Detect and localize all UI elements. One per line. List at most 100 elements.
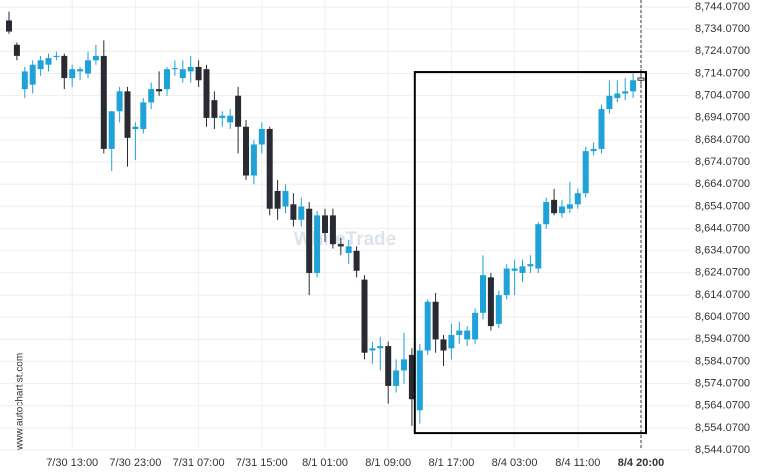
x-tick-label: 8/1 17:00: [428, 457, 474, 469]
candle-body: [37, 60, 44, 70]
y-tick-label: 8,554.0700: [695, 422, 750, 434]
candle-body: [266, 128, 273, 209]
y-tick-label: 8,694.0700: [695, 112, 750, 124]
candle-body: [100, 55, 107, 149]
y-tick-label: 8,714.0700: [695, 67, 750, 79]
x-tick-label: 8/4 11:00: [555, 457, 600, 469]
candle-body: [337, 244, 344, 247]
x-tick-label: 8/1 09:00: [365, 457, 411, 469]
candle-body: [511, 268, 518, 271]
y-tick-label: 8,634.0700: [695, 245, 750, 257]
candle-body: [361, 279, 368, 353]
candle-body: [464, 330, 471, 340]
y-tick-label: 8,684.0700: [695, 134, 750, 146]
candle-body: [527, 264, 534, 267]
y-tick-label: 8,604.0700: [695, 311, 750, 323]
candle-body: [227, 115, 234, 123]
candle-body: [630, 80, 637, 92]
candle-body: [148, 89, 155, 103]
candle-body: [472, 312, 479, 340]
candle-body: [480, 275, 486, 313]
candle-body: [590, 148, 597, 152]
candle-body: [559, 206, 565, 214]
x-tick-label: 7/31 15:00: [236, 457, 288, 469]
candle-body: [219, 115, 226, 118]
y-tick-label: 8,724.0700: [695, 45, 750, 57]
y-tick-label: 8,704.0700: [695, 90, 750, 102]
y-tick-label: 8,674.0700: [695, 156, 750, 168]
x-tick-label: 8/4 03:00: [492, 457, 538, 469]
candle-body: [519, 266, 526, 273]
candle-body: [108, 111, 115, 149]
candle-body: [606, 95, 613, 110]
candle-body: [29, 64, 36, 85]
y-tick-label: 8,574.0700: [695, 377, 750, 389]
candle-body: [274, 191, 281, 209]
x-tick-label: 7/31 07:00: [173, 457, 225, 469]
candle-body: [440, 339, 447, 351]
x-tick-label: 8/4 20:00: [618, 457, 664, 469]
y-tick-label: 8,664.0700: [695, 178, 750, 190]
candle-body: [282, 191, 289, 207]
candle-body: [448, 334, 455, 349]
candle-body: [211, 100, 218, 118]
candle-body: [322, 215, 328, 234]
candle-body: [424, 301, 431, 351]
candle-body: [171, 68, 178, 70]
candle-body: [250, 144, 257, 176]
candle-body: [203, 69, 210, 118]
y-tick-label: 8,734.0700: [695, 23, 750, 35]
pattern-box: [413, 71, 647, 435]
candle-body: [416, 350, 423, 411]
candle-body: [566, 204, 573, 209]
candle-body: [164, 69, 170, 90]
candle-body: [124, 91, 131, 138]
candle-body: [306, 208, 313, 273]
candle-body: [401, 359, 407, 371]
candle-body: [495, 295, 502, 324]
candle-body: [243, 126, 249, 176]
candle-body: [235, 95, 242, 127]
y-tick-label: 8,584.0700: [695, 355, 750, 367]
candle-body: [345, 246, 352, 254]
candle-body: [156, 89, 163, 92]
candle-body: [487, 277, 494, 327]
candle-body: [61, 55, 68, 79]
candle-body: [290, 204, 297, 220]
candle-body: [456, 330, 463, 335]
y-tick-label: 8,654.0700: [695, 200, 750, 212]
x-tick-label: 7/30 13:00: [46, 457, 98, 469]
candle-body: [535, 224, 542, 269]
candle-body: [582, 151, 589, 194]
candle-body: [432, 301, 439, 340]
candle-body: [614, 93, 621, 98]
candle-body: [314, 215, 321, 273]
candle-body: [353, 250, 360, 271]
candle-body: [92, 55, 99, 61]
candle-body: [377, 346, 384, 349]
candle-body: [551, 199, 558, 214]
candle-body: [195, 66, 202, 81]
y-tick-label: 8,644.0700: [695, 222, 750, 234]
x-tick-label: 8/1 01:00: [302, 457, 348, 469]
candle-body: [140, 102, 147, 129]
y-tick-label: 8,564.0700: [695, 400, 750, 412]
candle-body: [53, 55, 60, 57]
candle-body: [6, 20, 12, 32]
candle-body: [385, 346, 392, 386]
candle-body: [598, 109, 605, 149]
candle-body: [116, 91, 123, 112]
y-tick-label: 8,544.0700: [695, 444, 750, 456]
y-tick-label: 8,614.0700: [695, 289, 750, 301]
candle-body: [543, 202, 550, 225]
candle-body: [179, 69, 186, 79]
candle-body: [298, 206, 305, 220]
candle-body: [574, 193, 581, 205]
y-tick-label: 8,594.0700: [695, 333, 750, 345]
candle-body: [258, 128, 265, 145]
y-tick-label: 8,744.0700: [695, 1, 750, 13]
y-tick-label: 8,624.0700: [695, 267, 750, 279]
candle-body: [622, 91, 629, 94]
candle-body: [132, 126, 139, 129]
